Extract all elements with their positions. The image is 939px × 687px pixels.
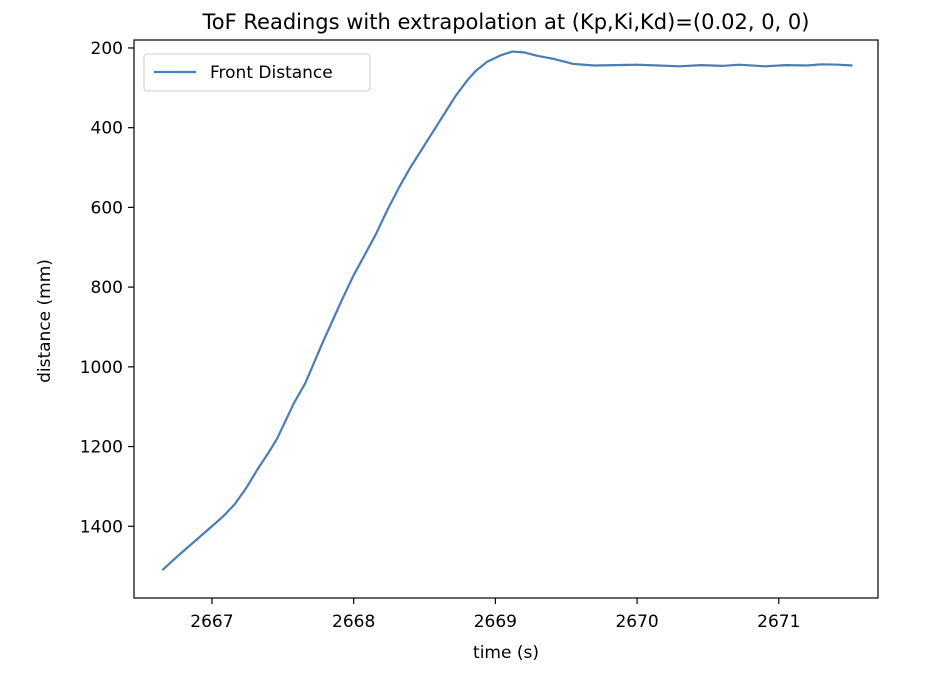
series-line-front-distance <box>161 50 853 571</box>
y-tick-label: 600 <box>91 198 123 218</box>
x-tick-label: 2668 <box>332 612 375 632</box>
x-tick-label: 2671 <box>757 612 800 632</box>
y-tick-label: 1200 <box>80 438 123 458</box>
y-tick-label: 200 <box>91 39 123 59</box>
x-axis-ticks: 2667 2668 2669 2670 2671 <box>190 598 800 632</box>
chart-title: ToF Readings with extrapolation at (Kp,K… <box>202 10 810 34</box>
y-axis-ticks: 200 400 600 800 1000 1200 1400 <box>80 39 134 537</box>
y-axis-label: distance (mm) <box>35 259 55 383</box>
y-tick-label: 1400 <box>80 517 123 537</box>
x-tick-label: 2667 <box>190 612 233 632</box>
x-axis-label: time (s) <box>473 643 539 663</box>
x-tick-label: 2670 <box>615 612 658 632</box>
legend-label-front-distance: Front Distance <box>210 63 333 83</box>
y-tick-label: 1000 <box>80 358 123 378</box>
x-tick-label: 2669 <box>474 612 517 632</box>
legend-box <box>143 53 371 92</box>
y-tick-label: 400 <box>91 119 123 139</box>
plot-area <box>161 50 853 571</box>
y-tick-label: 800 <box>91 278 123 298</box>
legend: Front Distance <box>143 53 371 92</box>
axes-frame <box>133 39 879 599</box>
